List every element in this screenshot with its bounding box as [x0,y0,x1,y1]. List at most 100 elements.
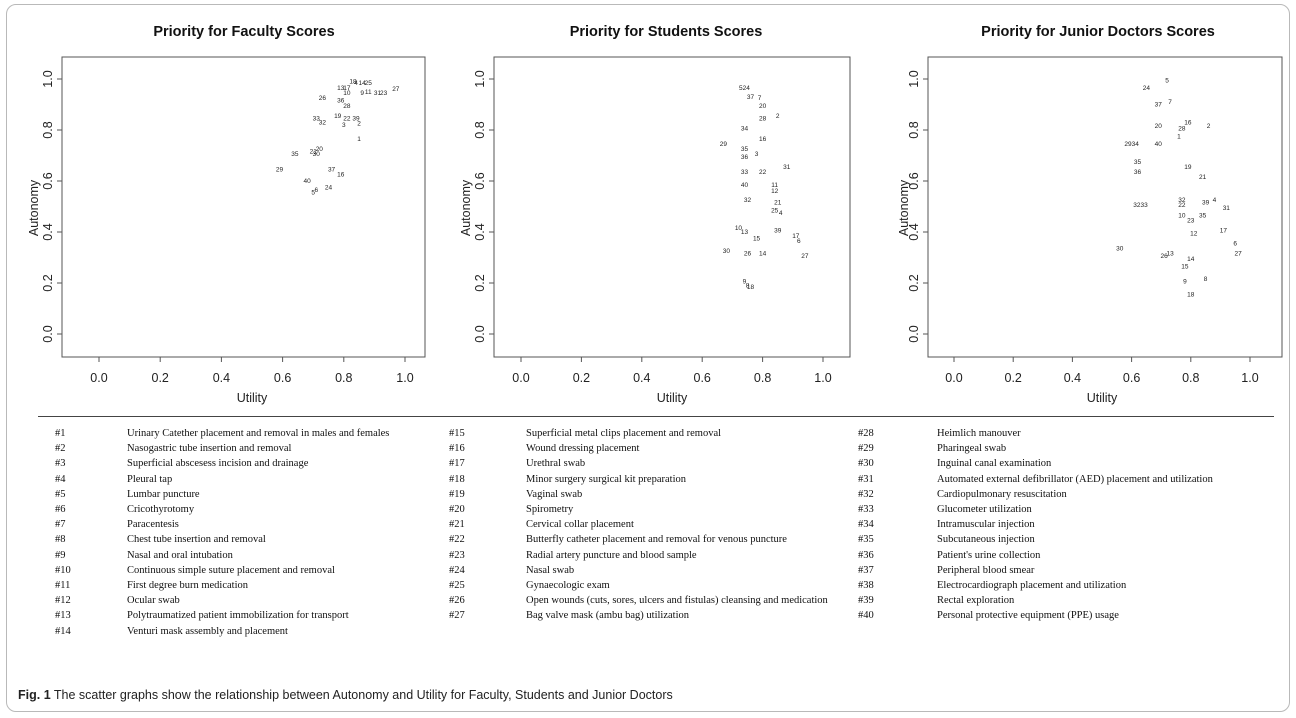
data-point-label: 18 [747,284,755,291]
data-point-label: 33 [313,116,321,123]
chart-title: Priority for Students Scores [570,24,763,40]
data-point-label: 37 [1155,102,1163,109]
x-tick-label: 0.0 [512,371,529,385]
legend-item-number: #30 [858,458,874,470]
data-point-label: 2 [1207,123,1211,130]
legend-item: #2 Nasogastric tube insertion and removal [55,441,440,456]
legend-item: #37 Peripheral blood smear [858,563,1254,578]
data-point-label: 4 [354,80,358,87]
legend-item-text: Butterfly catheter placement and removal… [526,534,787,546]
legend-item: #5 Lumbar puncture [55,487,440,502]
legend-item-number: #27 [449,610,465,622]
legend-column-1: #1 Urinary Catether placement and removal… [55,426,440,639]
legend-item: #20 Spirometry [449,502,849,517]
legend-item-text: Gynaecologic exam [526,580,610,592]
legend-item-number: #22 [449,534,465,546]
y-tick-label: 1.0 [473,70,487,87]
legend-item: #10 Continuous simple suture placement an… [55,563,440,578]
data-point-label: 33 [741,169,749,176]
y-tick-label: 0.6 [41,172,55,189]
data-point-label: 22 [1178,202,1186,209]
legend-item-number: #40 [858,610,874,622]
data-point-label: 37 [747,94,755,101]
legend-item: #3 Superficial abscesess incision and dra… [55,456,440,471]
legend-item: #35 Subcutaneous injection [858,532,1254,547]
legend-item: #23 Radial artery puncture and blood samp… [449,548,849,563]
legend-item-number: #14 [55,625,71,637]
data-point-label: 3233 [1133,202,1148,209]
data-point-label: 28 [759,116,767,123]
data-point-label: 30 [313,151,321,158]
y-tick-label: 0.4 [41,223,55,240]
figure-frame [6,4,1290,712]
legend-column-2: #15 Superficial metal clips placement and… [449,426,849,624]
data-point-label: 19 [334,113,342,120]
data-point-label: 4 [779,210,783,217]
y-tick-label: 0.8 [41,121,55,138]
data-point-label: 18 [1187,291,1195,298]
legend-item-number: #10 [55,564,71,576]
data-point-label: 1 [1177,133,1181,140]
legend-item: #12 Ocular swab [55,593,440,608]
data-point-label: 5 [311,189,315,196]
legend-item-text: Vaginal swab [526,488,583,500]
legend-item-text: Ocular swab [127,595,180,607]
legend-item-number: #8 [55,534,66,546]
data-point-label: 30 [1116,246,1124,253]
data-point-label: 36 [1134,169,1142,176]
legend-item-text: Wound dressing placement [526,443,640,455]
legend-item: #39 Rectal exploration [858,593,1254,608]
legend-divider [38,416,1274,417]
data-point-label: 26 [1161,253,1169,260]
data-point-label: 14 [359,80,367,87]
data-point-label: 2 [357,121,361,128]
y-tick-label: 0.0 [907,325,921,342]
legend-item-number: #16 [449,443,465,455]
legend-item-text: Pharingeal swab [937,443,1007,455]
y-tick-label: 0.0 [473,325,487,342]
data-point-label: 37 [328,167,336,174]
legend-item-number: #29 [858,443,874,455]
legend-item: #17 Urethral swab [449,456,849,471]
data-point-label: 20 [316,146,324,153]
legend-item-text: Polytraumatized patient immobilization f… [127,610,349,622]
legend-item: #11 First degree burn medication [55,578,440,593]
data-point-label: 5 [1165,77,1169,84]
legend-item-text: Open wounds (cuts, sores, ulcers and fis… [526,595,828,607]
plot-area [493,56,851,358]
legend-item: #34 Intramuscular injection [858,517,1254,532]
y-tick-label: 0.8 [473,121,487,138]
data-point-label: 15 [753,235,761,242]
data-point-label: 35 [291,151,299,158]
legend-item-text: Rectal exploration [937,595,1015,607]
data-point-label: 3 [755,151,759,158]
data-point-label: 36 [741,154,749,161]
legend-item-number: #19 [449,488,465,500]
data-point-label: 25 [365,80,373,87]
legend-item: #21 Cervical collar placement [449,517,849,532]
x-tick-label: 0.6 [274,371,291,385]
legend-item: #14 Venturi mask assembly and placement [55,624,440,639]
legend-item-number: #23 [449,549,465,561]
data-point-label: 2934 [1124,141,1139,148]
y-tick-label: 0.2 [473,274,487,291]
data-point-label: 35 [741,146,749,153]
chart-title: Priority for Junior Doctors Scores [981,24,1215,40]
legend-item-text: Cervical collar placement [526,519,634,531]
legend-item: #25 Gynaecologic exam [449,578,849,593]
legend-item: #31 Automated external defibrillator (AED… [858,472,1254,487]
data-point-label: 8 [746,283,750,290]
data-point-label: 6 [314,187,318,194]
data-point-label: 11 [771,182,778,189]
data-point-label: 11 [365,89,372,96]
legend-item: #32 Cardiopulmonary resuscitation [858,487,1254,502]
y-tick-label: 0.0 [41,325,55,342]
legend-item-text: Chest tube insertion and removal [127,534,266,546]
legend-item: #1 Urinary Catether placement and removal… [55,426,440,441]
data-point-label: 14 [759,251,767,258]
legend-item: #29 Pharingeal swab [858,441,1254,456]
legend-item-text: Heimlich manouver [937,428,1021,439]
x-axis-label: Utility [237,391,268,405]
legend-item-number: #33 [858,504,874,516]
legend-item-number: #20 [449,504,465,516]
